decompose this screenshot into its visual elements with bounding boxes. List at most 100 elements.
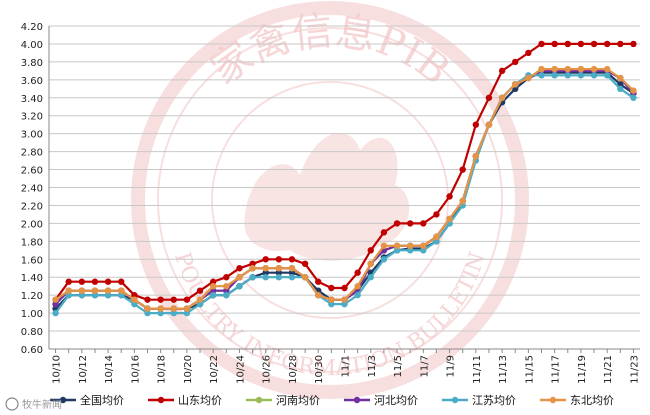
data-point: [525, 74, 532, 82]
data-point: [301, 274, 309, 281]
y-tick-label: 2.80: [21, 148, 43, 159]
data-point: [144, 309, 151, 317]
data-point: [91, 287, 99, 294]
corner-logo-text: 牧牛新闻: [22, 398, 62, 411]
data-point: [485, 121, 493, 128]
data-point: [52, 300, 59, 308]
data-point: [183, 309, 191, 317]
x-tick-label: 10/24: [235, 355, 246, 384]
data-point: [590, 72, 598, 79]
data-point: [564, 72, 571, 79]
data-point: [367, 274, 374, 281]
y-tick-label: 3.00: [21, 130, 43, 141]
x-tick-label: 11/23: [629, 355, 640, 384]
x-tick-label: 10/22: [209, 355, 220, 384]
y-tick-label: 4.00: [21, 40, 43, 51]
legend-item: 全国均价: [50, 393, 124, 407]
data-point: [354, 291, 361, 299]
data-point: [406, 220, 414, 227]
legend-item: 河北均价: [344, 394, 418, 407]
series-group: [52, 40, 637, 317]
data-point: [104, 278, 112, 285]
data-point: [459, 197, 466, 205]
data-point: [485, 94, 493, 101]
data-point: [406, 242, 414, 250]
data-point: [170, 296, 177, 303]
data-point: [446, 193, 453, 200]
data-point: [393, 220, 401, 227]
data-point: [315, 291, 322, 299]
data-point: [170, 309, 177, 317]
data-point: [118, 278, 125, 285]
y-tick-label: 1.40: [21, 273, 43, 284]
data-point: [52, 309, 59, 317]
data-point: [577, 65, 585, 73]
legend-item: 东北均价: [540, 394, 614, 407]
legend-item: 河南均价: [246, 394, 320, 407]
data-point: [328, 300, 335, 308]
data-point: [157, 309, 164, 317]
data-point: [630, 94, 637, 101]
x-tick-label: 11/7: [419, 355, 430, 377]
data-point: [65, 291, 72, 299]
data-point: [249, 274, 256, 281]
data-point: [630, 87, 637, 94]
data-point: [275, 265, 283, 272]
data-point: [209, 291, 217, 299]
data-point: [367, 247, 374, 254]
y-tick-label: 0.60: [21, 345, 43, 356]
data-point: [630, 40, 637, 48]
y-tick-label: 3.40: [21, 94, 43, 105]
x-tick-label: 11/1: [341, 355, 352, 377]
legend-swatch-marker: [451, 396, 459, 404]
data-point: [131, 296, 138, 303]
data-point: [78, 291, 86, 299]
data-point: [91, 278, 99, 285]
data-point: [78, 287, 86, 294]
data-point: [262, 269, 269, 276]
data-point: [603, 40, 611, 48]
data-point: [236, 282, 243, 290]
x-tick-label: 11/5: [393, 355, 404, 377]
x-tick-label: 10/16: [130, 355, 141, 384]
data-point: [393, 242, 401, 250]
legend-label: 河北均价: [374, 394, 418, 407]
data-point: [262, 265, 269, 272]
data-point: [380, 229, 388, 236]
data-point: [564, 40, 571, 48]
x-tick-label: 11/21: [603, 355, 614, 384]
data-point: [236, 265, 243, 272]
data-point: [275, 269, 283, 276]
data-point: [288, 256, 296, 263]
data-point: [328, 284, 335, 292]
data-point: [420, 247, 427, 254]
data-point: [590, 40, 598, 48]
data-point: [341, 296, 348, 303]
data-point: [183, 305, 191, 312]
corner-logo: 牧牛新闻: [5, 397, 62, 411]
data-point: [223, 282, 230, 290]
data-point: [65, 287, 72, 294]
data-point: [144, 296, 151, 303]
data-point: [131, 291, 138, 299]
data-point: [118, 287, 125, 294]
data-point: [223, 287, 230, 294]
data-point: [183, 296, 191, 303]
data-point: [341, 284, 348, 292]
x-tick-label: 11/9: [446, 355, 457, 377]
data-point: [577, 40, 585, 48]
x-tick-label: 11/3: [367, 355, 378, 377]
x-tick-label: 10/10: [52, 355, 63, 384]
x-tick-label: 10/26: [262, 355, 273, 384]
legend-swatch-marker: [353, 396, 361, 404]
data-point: [223, 291, 230, 299]
data-point: [91, 291, 99, 299]
data-point: [617, 85, 624, 93]
data-point: [551, 40, 558, 48]
data-point: [406, 247, 414, 254]
x-tick-label: 10/12: [78, 355, 89, 384]
data-point: [209, 282, 217, 290]
data-point: [551, 65, 558, 73]
x-tick-label: 11/17: [551, 355, 562, 384]
